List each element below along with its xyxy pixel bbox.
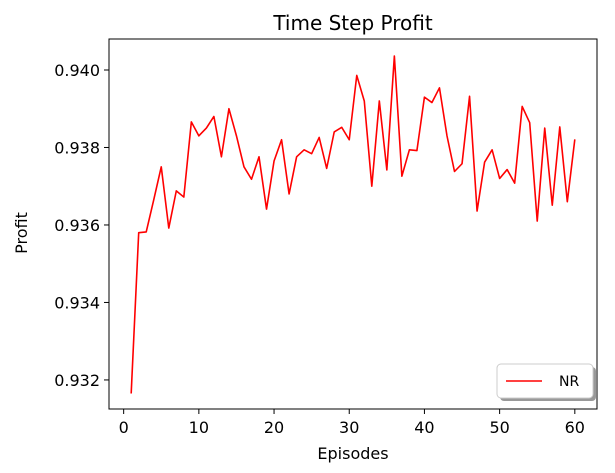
- y-tick-label: 0.940: [54, 61, 100, 80]
- plot-area: [108, 38, 598, 410]
- y-tick-label: 0.932: [54, 371, 100, 390]
- chart-title: Time Step Profit: [272, 11, 433, 35]
- x-tick-label: 0: [119, 418, 129, 437]
- x-tick-label: 60: [565, 418, 585, 437]
- plot-frame: [108, 38, 598, 410]
- y-tick-label: 0.938: [54, 138, 100, 157]
- x-tick-label: 30: [339, 418, 359, 437]
- legend-label: NR: [559, 374, 579, 390]
- legend: NR: [496, 363, 596, 401]
- y-axis: 0.932 0.934 0.936 0.938 0.940: [54, 61, 109, 390]
- x-tick-label: 40: [414, 418, 434, 437]
- series-line-0: [130, 55, 576, 394]
- y-tick-label: 0.934: [54, 293, 100, 312]
- x-tick-label: 10: [189, 418, 209, 437]
- legend-box: [496, 363, 594, 399]
- y-axis-title: Profit: [12, 212, 31, 254]
- x-axis: 0 10 20 30 40 50 60: [119, 409, 585, 437]
- x-tick-label: 20: [264, 418, 284, 437]
- x-tick-label: 50: [489, 418, 509, 437]
- y-tick-label: 0.936: [54, 216, 100, 235]
- x-axis-title: Episodes: [317, 444, 388, 463]
